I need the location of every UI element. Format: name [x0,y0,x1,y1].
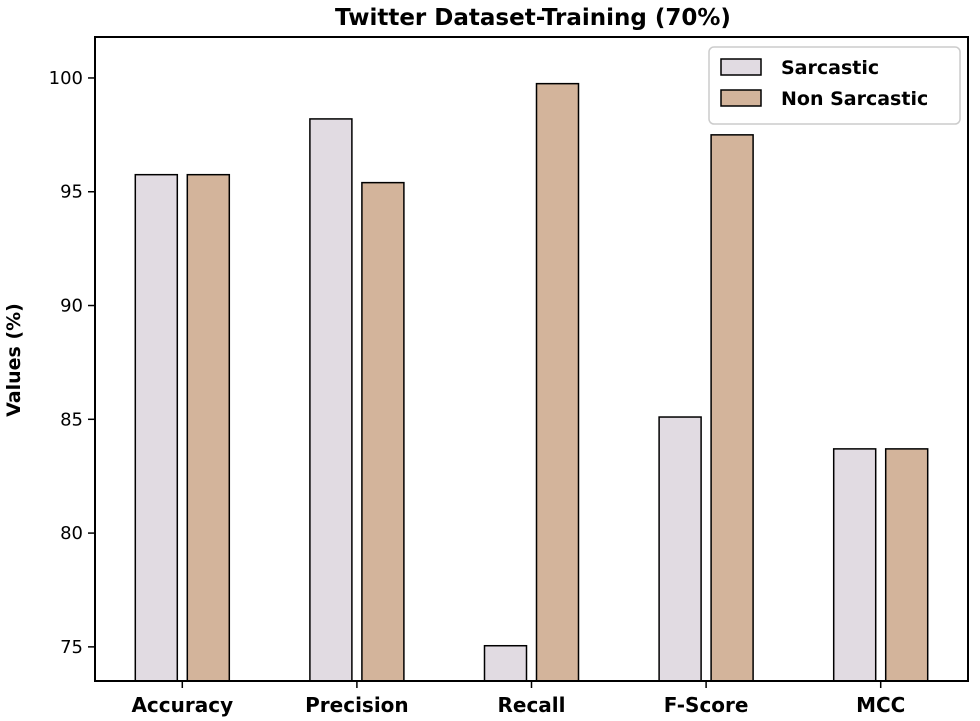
x-axis-ticks: Accuracy Precision Recall F-Score MCC [131,681,905,717]
x-tick-label: MCC [856,693,905,717]
bar-sarcastic-precision [309,118,353,682]
x-tick-label: Precision [305,693,409,717]
bar-non-sarcastic-recall [535,82,580,682]
legend-swatch [720,89,762,107]
bar-non-sarcastic-precision [361,181,405,682]
x-tick-label: Accuracy [131,693,233,717]
legend-swatch [720,58,762,76]
y-tick-label: 80 [60,523,83,544]
legend-label: Non Sarcastic [781,88,928,110]
y-tick-label: 95 [60,182,83,203]
bar-non-sarcastic-mcc [884,448,929,682]
y-axis-ticks: 75 80 85 90 95 100 [49,68,95,658]
y-tick-label: 90 [60,296,83,317]
bar-sarcastic-f-score [658,416,702,682]
bar-non-sarcastic-accuracy [186,173,231,682]
plot-area-frame [94,36,969,682]
y-tick-label: 85 [60,409,83,430]
legend: Sarcastic Non Sarcastic [708,46,961,125]
legend-box [708,46,961,125]
bar-sarcastic-mcc [832,448,877,682]
chart-title: Twitter Dataset-Training (70%) [335,5,731,31]
y-tick-label: 100 [49,68,83,89]
y-axis-label: Values (%) [3,303,25,417]
x-tick-label: Recall [497,693,565,717]
bars-group [134,82,929,682]
legend-label: Sarcastic [781,57,879,79]
bar-non-sarcastic-f-score [710,134,754,682]
bar-sarcastic-recall [483,644,528,682]
bar-sarcastic-accuracy [134,173,179,682]
x-tick-label: F-Score [664,693,749,717]
y-tick-label: 75 [60,637,83,658]
